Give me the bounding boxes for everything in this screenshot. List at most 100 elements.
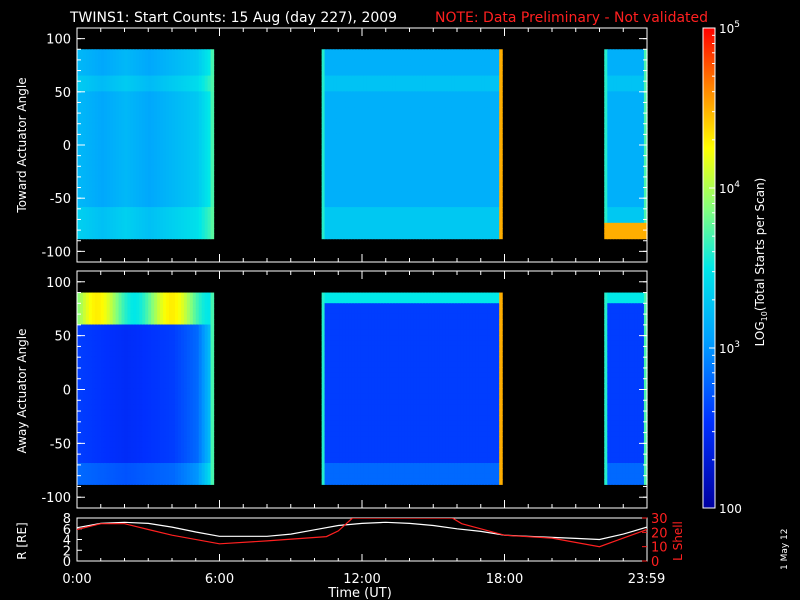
away-heatmap-cell (82, 452, 87, 459)
toward-heatmap-cell (386, 101, 391, 108)
toward-heatmap-cell (434, 175, 438, 182)
away-heatmap-cell (103, 356, 108, 363)
toward-heatmap-cell (166, 54, 170, 61)
toward-heatmap-cell (148, 222, 152, 229)
toward-heatmap-cell (124, 80, 129, 87)
toward-heatmap-cell (613, 180, 618, 187)
toward-heatmap-cell (613, 228, 618, 234)
toward-heatmap-cell (339, 154, 343, 161)
toward-heatmap-cell (127, 49, 132, 56)
toward-heatmap-cell (148, 59, 152, 66)
toward-heatmap-cell (360, 170, 364, 177)
toward-heatmap-cell (195, 117, 200, 124)
toward-heatmap-cell (413, 217, 417, 224)
toward-heatmap-cell (445, 170, 450, 177)
toward-heatmap-cell (198, 217, 203, 224)
toward-heatmap-cell (192, 101, 197, 108)
toward-heatmap-cell (625, 101, 630, 108)
toward-heatmap-cell (324, 54, 329, 61)
toward-heatmap-cell (634, 91, 639, 98)
toward-heatmap-cell (383, 191, 388, 198)
toward-heatmap-cell (428, 191, 432, 198)
toward-heatmap-cell (386, 49, 391, 56)
toward-heatmap-cell (637, 122, 642, 129)
toward-heatmap-cell (330, 212, 335, 219)
toward-heatmap-cell (469, 75, 474, 82)
toward-heatmap-cell (413, 201, 417, 208)
away-heatmap-cell (85, 473, 90, 480)
toward-heatmap-cell (354, 217, 358, 224)
toward-heatmap-cell (442, 222, 447, 229)
toward-heatmap-cell (115, 186, 120, 192)
toward-heatmap-cell (499, 207, 503, 213)
toward-heatmap-cell (124, 217, 129, 224)
toward-heatmap-cell (631, 54, 636, 61)
toward-heatmap-cell (100, 170, 105, 177)
toward-heatmap-cell (389, 49, 394, 56)
toward-heatmap-cell (640, 138, 645, 145)
toward-heatmap-cell (100, 117, 105, 124)
away-heatmap-cell (118, 345, 123, 352)
toward-heatmap-cell (478, 75, 483, 82)
toward-heatmap-cell (204, 54, 209, 61)
toward-heatmap-cell (392, 80, 397, 87)
toward-heatmap-cell (366, 70, 370, 77)
toward-heatmap-cell (77, 96, 81, 103)
toward-heatmap-cell (160, 228, 164, 234)
away-heatmap-cell (100, 473, 105, 480)
toward-heatmap-cell (88, 222, 93, 229)
toward-heatmap-cell (442, 154, 447, 161)
toward-heatmap-cell (348, 133, 352, 140)
toward-heatmap-cell (442, 138, 447, 145)
toward-heatmap-cell (339, 65, 343, 71)
toward-heatmap-cell (180, 217, 185, 224)
toward-heatmap-cell (157, 196, 161, 203)
toward-heatmap-cell (174, 91, 179, 98)
toward-heatmap-cell (475, 159, 480, 166)
away-heatmap-cell (88, 447, 93, 453)
toward-heatmap-cell (160, 212, 164, 219)
toward-heatmap-cell (180, 75, 185, 82)
toward-heatmap-cell (79, 70, 84, 77)
toward-heatmap-cell (127, 201, 132, 208)
toward-heatmap-cell (389, 180, 394, 187)
toward-heatmap-cell (142, 128, 146, 135)
toward-heatmap-cell (634, 170, 639, 177)
toward-heatmap-cell (124, 175, 129, 182)
away-heatmap-cell (106, 303, 111, 310)
toward-heatmap-cell (151, 154, 155, 161)
toward-heatmap-cell (478, 212, 483, 219)
toward-heatmap-cell (457, 164, 462, 171)
toward-heatmap-cell (499, 80, 503, 87)
toward-heatmap-cell (428, 149, 432, 156)
toward-heatmap-cell (437, 191, 441, 198)
toward-heatmap-cell (475, 175, 480, 182)
toward-heatmap-cell (79, 138, 84, 145)
toward-heatmap-cell (148, 96, 152, 103)
toward-heatmap-cell (484, 75, 488, 82)
toward-heatmap-cell (201, 201, 206, 208)
toward-heatmap-cell (189, 122, 194, 129)
toward-heatmap-cell (192, 154, 197, 161)
toward-heatmap-cell (145, 149, 149, 156)
toward-heatmap-cell (410, 91, 414, 98)
toward-heatmap-cell (604, 222, 608, 229)
toward-heatmap-cell (186, 101, 191, 108)
toward-heatmap-cell (97, 222, 102, 229)
toward-heatmap-cell (416, 228, 420, 234)
away-heatmap-cell (85, 462, 90, 469)
toward-heatmap-cell (634, 96, 639, 103)
toward-heatmap-cell (133, 222, 137, 229)
toward-heatmap-cell (493, 207, 497, 213)
toward-heatmap-cell (616, 101, 621, 108)
away-heatmap-cell (82, 393, 87, 400)
toward-heatmap-cell (115, 59, 120, 66)
toward-heatmap-cell (457, 49, 462, 56)
toward-heatmap-cell (475, 122, 480, 129)
toward-heatmap-cell (472, 128, 477, 135)
toward-heatmap-cell (413, 154, 417, 161)
away-heatmap-cell (100, 420, 105, 427)
toward-heatmap-cell (466, 228, 471, 234)
toward-heatmap-cell (628, 217, 633, 224)
toward-heatmap-cell (154, 143, 158, 150)
